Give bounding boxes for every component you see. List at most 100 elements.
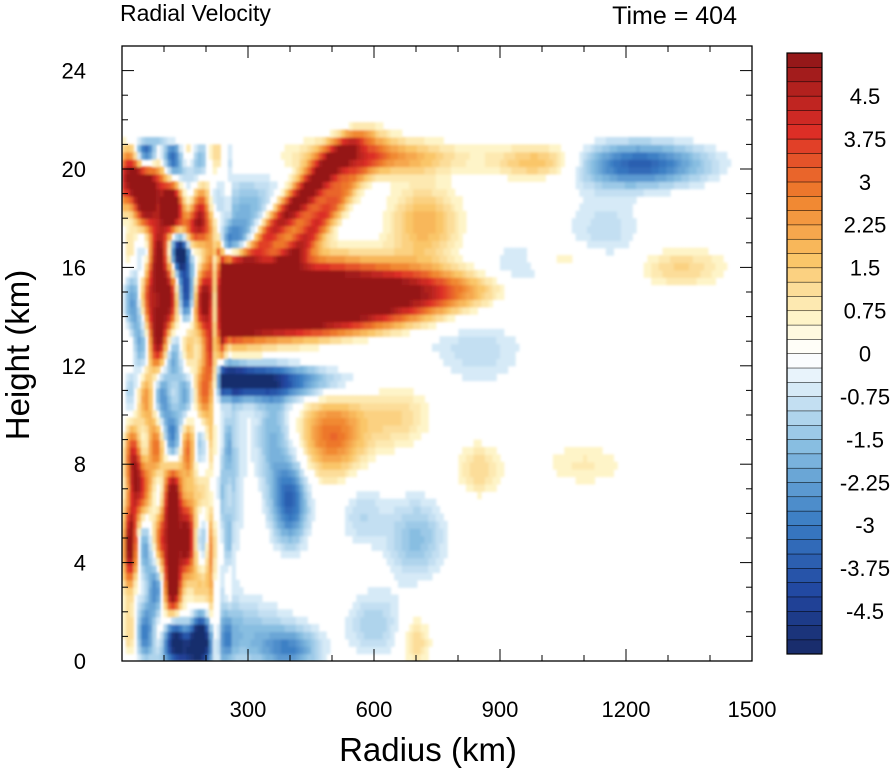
field-cell bbox=[356, 269, 361, 278]
field-cell bbox=[379, 601, 384, 610]
field-cell bbox=[148, 469, 153, 478]
field-cell bbox=[431, 210, 437, 219]
field-cell bbox=[220, 262, 225, 271]
field-cell bbox=[333, 166, 339, 175]
field-cell bbox=[273, 306, 278, 315]
field-cell bbox=[326, 159, 331, 168]
field-cell bbox=[163, 336, 168, 345]
field-cell bbox=[254, 321, 259, 330]
field-cell bbox=[413, 557, 418, 566]
field-cell bbox=[193, 225, 199, 234]
field-cell bbox=[235, 380, 240, 389]
field-cell bbox=[178, 476, 184, 485]
field-cell bbox=[208, 491, 214, 500]
field-cell bbox=[379, 542, 384, 551]
field-cell bbox=[345, 513, 350, 522]
field-cell bbox=[205, 609, 210, 618]
field-cell bbox=[216, 483, 221, 492]
field-cell bbox=[216, 646, 221, 655]
field-cell bbox=[273, 380, 278, 389]
field-cell bbox=[261, 601, 267, 610]
field-cell bbox=[443, 151, 448, 160]
field-cell bbox=[401, 262, 407, 271]
field-cell bbox=[552, 159, 558, 168]
field-cell bbox=[352, 616, 357, 625]
field-cell bbox=[265, 491, 271, 500]
field-cell bbox=[133, 476, 138, 485]
field-cell bbox=[276, 446, 282, 455]
field-cell bbox=[363, 638, 369, 647]
field-cell bbox=[382, 594, 388, 603]
field-cell bbox=[235, 469, 240, 478]
field-cell bbox=[122, 210, 127, 219]
field-cell bbox=[205, 336, 210, 345]
field-cell bbox=[269, 461, 274, 470]
field-cell bbox=[382, 387, 388, 396]
field-cell bbox=[435, 557, 441, 566]
field-cell bbox=[307, 314, 312, 323]
field-cell bbox=[137, 520, 142, 529]
field-cell bbox=[250, 299, 255, 308]
field-cell bbox=[318, 439, 323, 448]
field-cell bbox=[360, 122, 365, 131]
field-cell bbox=[352, 173, 357, 182]
field-cell bbox=[125, 520, 131, 529]
field-cell bbox=[276, 328, 282, 337]
field-cell bbox=[348, 624, 354, 633]
field-cell bbox=[280, 483, 286, 492]
field-cell bbox=[174, 218, 180, 227]
field-cell bbox=[174, 387, 180, 396]
field-cell bbox=[326, 306, 331, 315]
field-cell bbox=[280, 535, 286, 544]
field-cell bbox=[348, 188, 354, 197]
field-cell bbox=[462, 144, 467, 153]
field-cell bbox=[227, 402, 233, 411]
field-cell bbox=[382, 506, 388, 514]
field-cell bbox=[224, 476, 229, 485]
field-cell bbox=[280, 203, 286, 212]
field-cell bbox=[148, 277, 153, 286]
field-cell bbox=[360, 520, 365, 529]
field-cell bbox=[420, 513, 425, 522]
field-cell bbox=[394, 395, 399, 404]
field-cell bbox=[439, 284, 444, 293]
field-cell bbox=[133, 417, 138, 426]
field-cell bbox=[152, 476, 157, 485]
field-cell bbox=[197, 380, 202, 389]
field-cell bbox=[227, 506, 233, 514]
field-cell bbox=[405, 247, 410, 256]
field-cell bbox=[224, 395, 229, 404]
field-cell bbox=[258, 395, 263, 404]
field-cell bbox=[159, 550, 165, 559]
field-cell bbox=[394, 218, 399, 227]
field-cell bbox=[163, 365, 168, 374]
field-cell bbox=[174, 506, 180, 514]
field-cell bbox=[224, 483, 229, 492]
field-cell bbox=[333, 144, 339, 153]
field-cell bbox=[246, 328, 252, 337]
field-cell bbox=[379, 638, 384, 647]
field-cell bbox=[397, 210, 403, 219]
field-cell bbox=[227, 520, 233, 529]
field-cell bbox=[269, 417, 274, 426]
field-cell bbox=[556, 255, 562, 264]
field-cell bbox=[178, 565, 184, 574]
field-cell bbox=[435, 528, 441, 537]
field-cell bbox=[235, 240, 240, 249]
field-cell bbox=[311, 173, 316, 182]
field-cell bbox=[394, 292, 399, 300]
field-cell bbox=[424, 631, 429, 640]
field-cell bbox=[163, 173, 168, 182]
field-cell bbox=[231, 528, 236, 537]
field-cell bbox=[322, 181, 327, 190]
field-cell bbox=[386, 306, 391, 315]
field-cell bbox=[140, 439, 146, 448]
field-cell bbox=[401, 151, 407, 160]
field-cell bbox=[182, 476, 187, 485]
field-cell bbox=[269, 446, 274, 455]
field-cell bbox=[197, 528, 202, 537]
field-cell bbox=[314, 269, 320, 278]
field-cell bbox=[311, 306, 316, 315]
field-cell bbox=[280, 262, 286, 271]
field-cell bbox=[333, 218, 339, 227]
